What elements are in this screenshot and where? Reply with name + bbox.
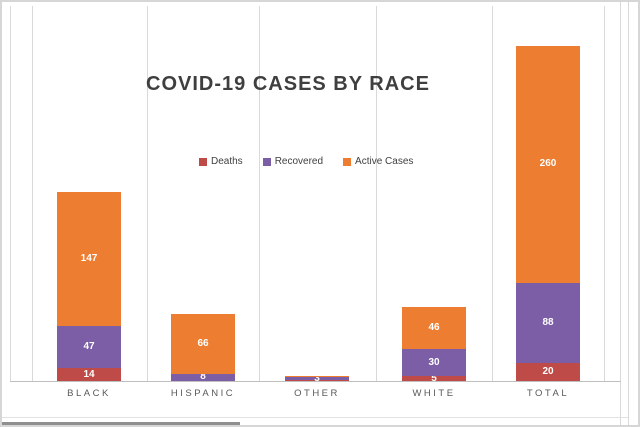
segment-deaths[interactable]: 20 xyxy=(516,362,580,381)
segment-recovered[interactable]: 8 xyxy=(171,371,235,383)
category-label-other: OTHER xyxy=(294,388,340,399)
window-edge-line xyxy=(628,0,629,427)
segment-deaths[interactable] xyxy=(285,380,349,381)
category-label-white: WHITE xyxy=(412,388,456,399)
segment-active-cases[interactable] xyxy=(285,376,349,378)
legend-label: Active Cases xyxy=(355,156,414,167)
x-axis-line xyxy=(10,381,621,382)
bar-white[interactable]: 5 30 46 xyxy=(402,307,466,383)
legend-label: Deaths xyxy=(211,156,243,167)
active-cases-swatch-icon xyxy=(343,157,352,166)
bar-total[interactable]: 20 88 260 xyxy=(516,46,580,381)
segment-value-label: 20 xyxy=(542,365,554,377)
legend-item-recovered[interactable]: Recovered xyxy=(262,156,324,167)
chart-bottom-border xyxy=(2,417,628,418)
segment-active-cases[interactable]: 260 xyxy=(516,46,580,283)
bar-hispanic[interactable]: 8 66 xyxy=(171,313,235,383)
chart-right-border xyxy=(620,0,621,427)
gridline xyxy=(259,6,260,381)
segment-recovered[interactable]: 30 xyxy=(402,349,466,377)
recovered-swatch-icon xyxy=(262,157,271,166)
segment-deaths[interactable]: 5 xyxy=(402,373,466,383)
segment-value-label: 260 xyxy=(539,158,557,170)
deaths-swatch-icon xyxy=(199,157,207,166)
segment-value-label: 3 xyxy=(314,372,320,384)
legend-item-deaths[interactable]: Deaths xyxy=(199,156,243,167)
segment-deaths[interactable]: 14 xyxy=(57,368,121,381)
legend-label: Recovered xyxy=(274,156,324,167)
bar-black[interactable]: 14 47 147 xyxy=(57,191,121,381)
segment-value-label: 147 xyxy=(80,252,98,264)
segment-value-label: 47 xyxy=(83,340,95,352)
segment-value-label: 66 xyxy=(197,337,209,349)
segment-active-cases[interactable]: 46 xyxy=(402,307,466,350)
window-shadow-strip xyxy=(0,422,240,427)
segment-value-label: 46 xyxy=(428,322,440,334)
gridline xyxy=(32,6,33,381)
gridline xyxy=(147,6,148,381)
gridline xyxy=(10,6,11,381)
segment-value-label: 14 xyxy=(83,368,95,380)
category-label-black: BLACK xyxy=(67,388,111,399)
segment-active-cases[interactable]: 66 xyxy=(171,313,235,374)
segment-value-label: 8 xyxy=(200,371,206,383)
category-label-hispanic: HISPANIC xyxy=(170,388,236,399)
segment-value-label: 30 xyxy=(428,356,440,368)
segment-recovered[interactable]: 47 xyxy=(57,325,121,369)
segment-recovered[interactable]: 88 xyxy=(516,282,580,363)
chart-title: COVID-19 CASES BY RACE xyxy=(146,73,430,95)
segment-recovered[interactable]: 3 xyxy=(285,373,349,383)
gridline xyxy=(492,6,493,381)
legend-item-active-cases[interactable]: Active Cases xyxy=(343,156,413,167)
bar-other[interactable]: 3 xyxy=(285,373,349,383)
segment-value-label: 88 xyxy=(542,316,554,328)
gridline xyxy=(604,6,605,381)
category-label-total: TOTAL xyxy=(526,388,570,399)
segment-active-cases[interactable]: 147 xyxy=(57,191,121,326)
chart-legend: Deaths Recovered Active Cases xyxy=(199,156,413,167)
gridline xyxy=(376,6,377,381)
